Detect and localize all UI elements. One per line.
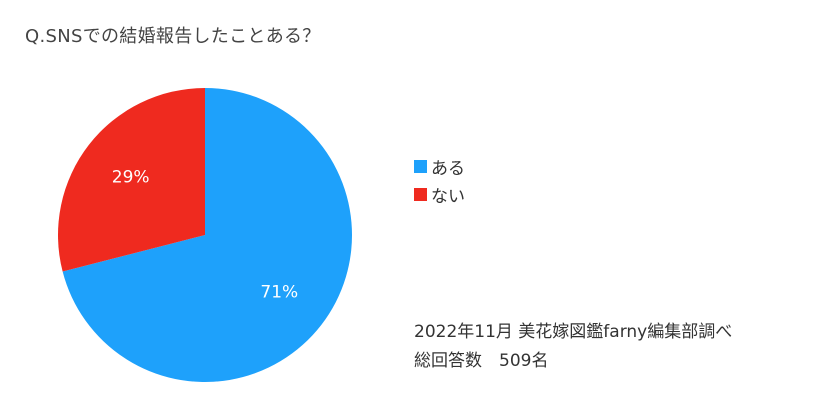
slice-label-aru: 71%	[260, 283, 298, 303]
legend-item-nai: ない	[414, 180, 465, 208]
legend-swatch-nai	[414, 187, 427, 201]
pie-slice-aru	[62, 88, 353, 382]
legend: ある ない	[414, 152, 465, 208]
legend-item-aru: ある	[414, 152, 465, 180]
source-line-1: 2022年11月 美花嫁図鑑farny編集部調べ	[414, 322, 733, 342]
source-note: 2022年11月 美花嫁図鑑farny編集部調べ 総回答数 509名	[414, 318, 732, 376]
legend-swatch-aru	[414, 159, 427, 173]
source-line-2: 総回答数 509名	[414, 351, 549, 371]
chart-title: Q.SNSでの結婚報告したことある？	[25, 26, 321, 47]
pie-slice-nai	[58, 87, 205, 272]
legend-label-aru: ある	[431, 158, 465, 179]
slice-label-nai: 29%	[112, 167, 150, 187]
legend-label-nai: ない	[431, 186, 465, 207]
